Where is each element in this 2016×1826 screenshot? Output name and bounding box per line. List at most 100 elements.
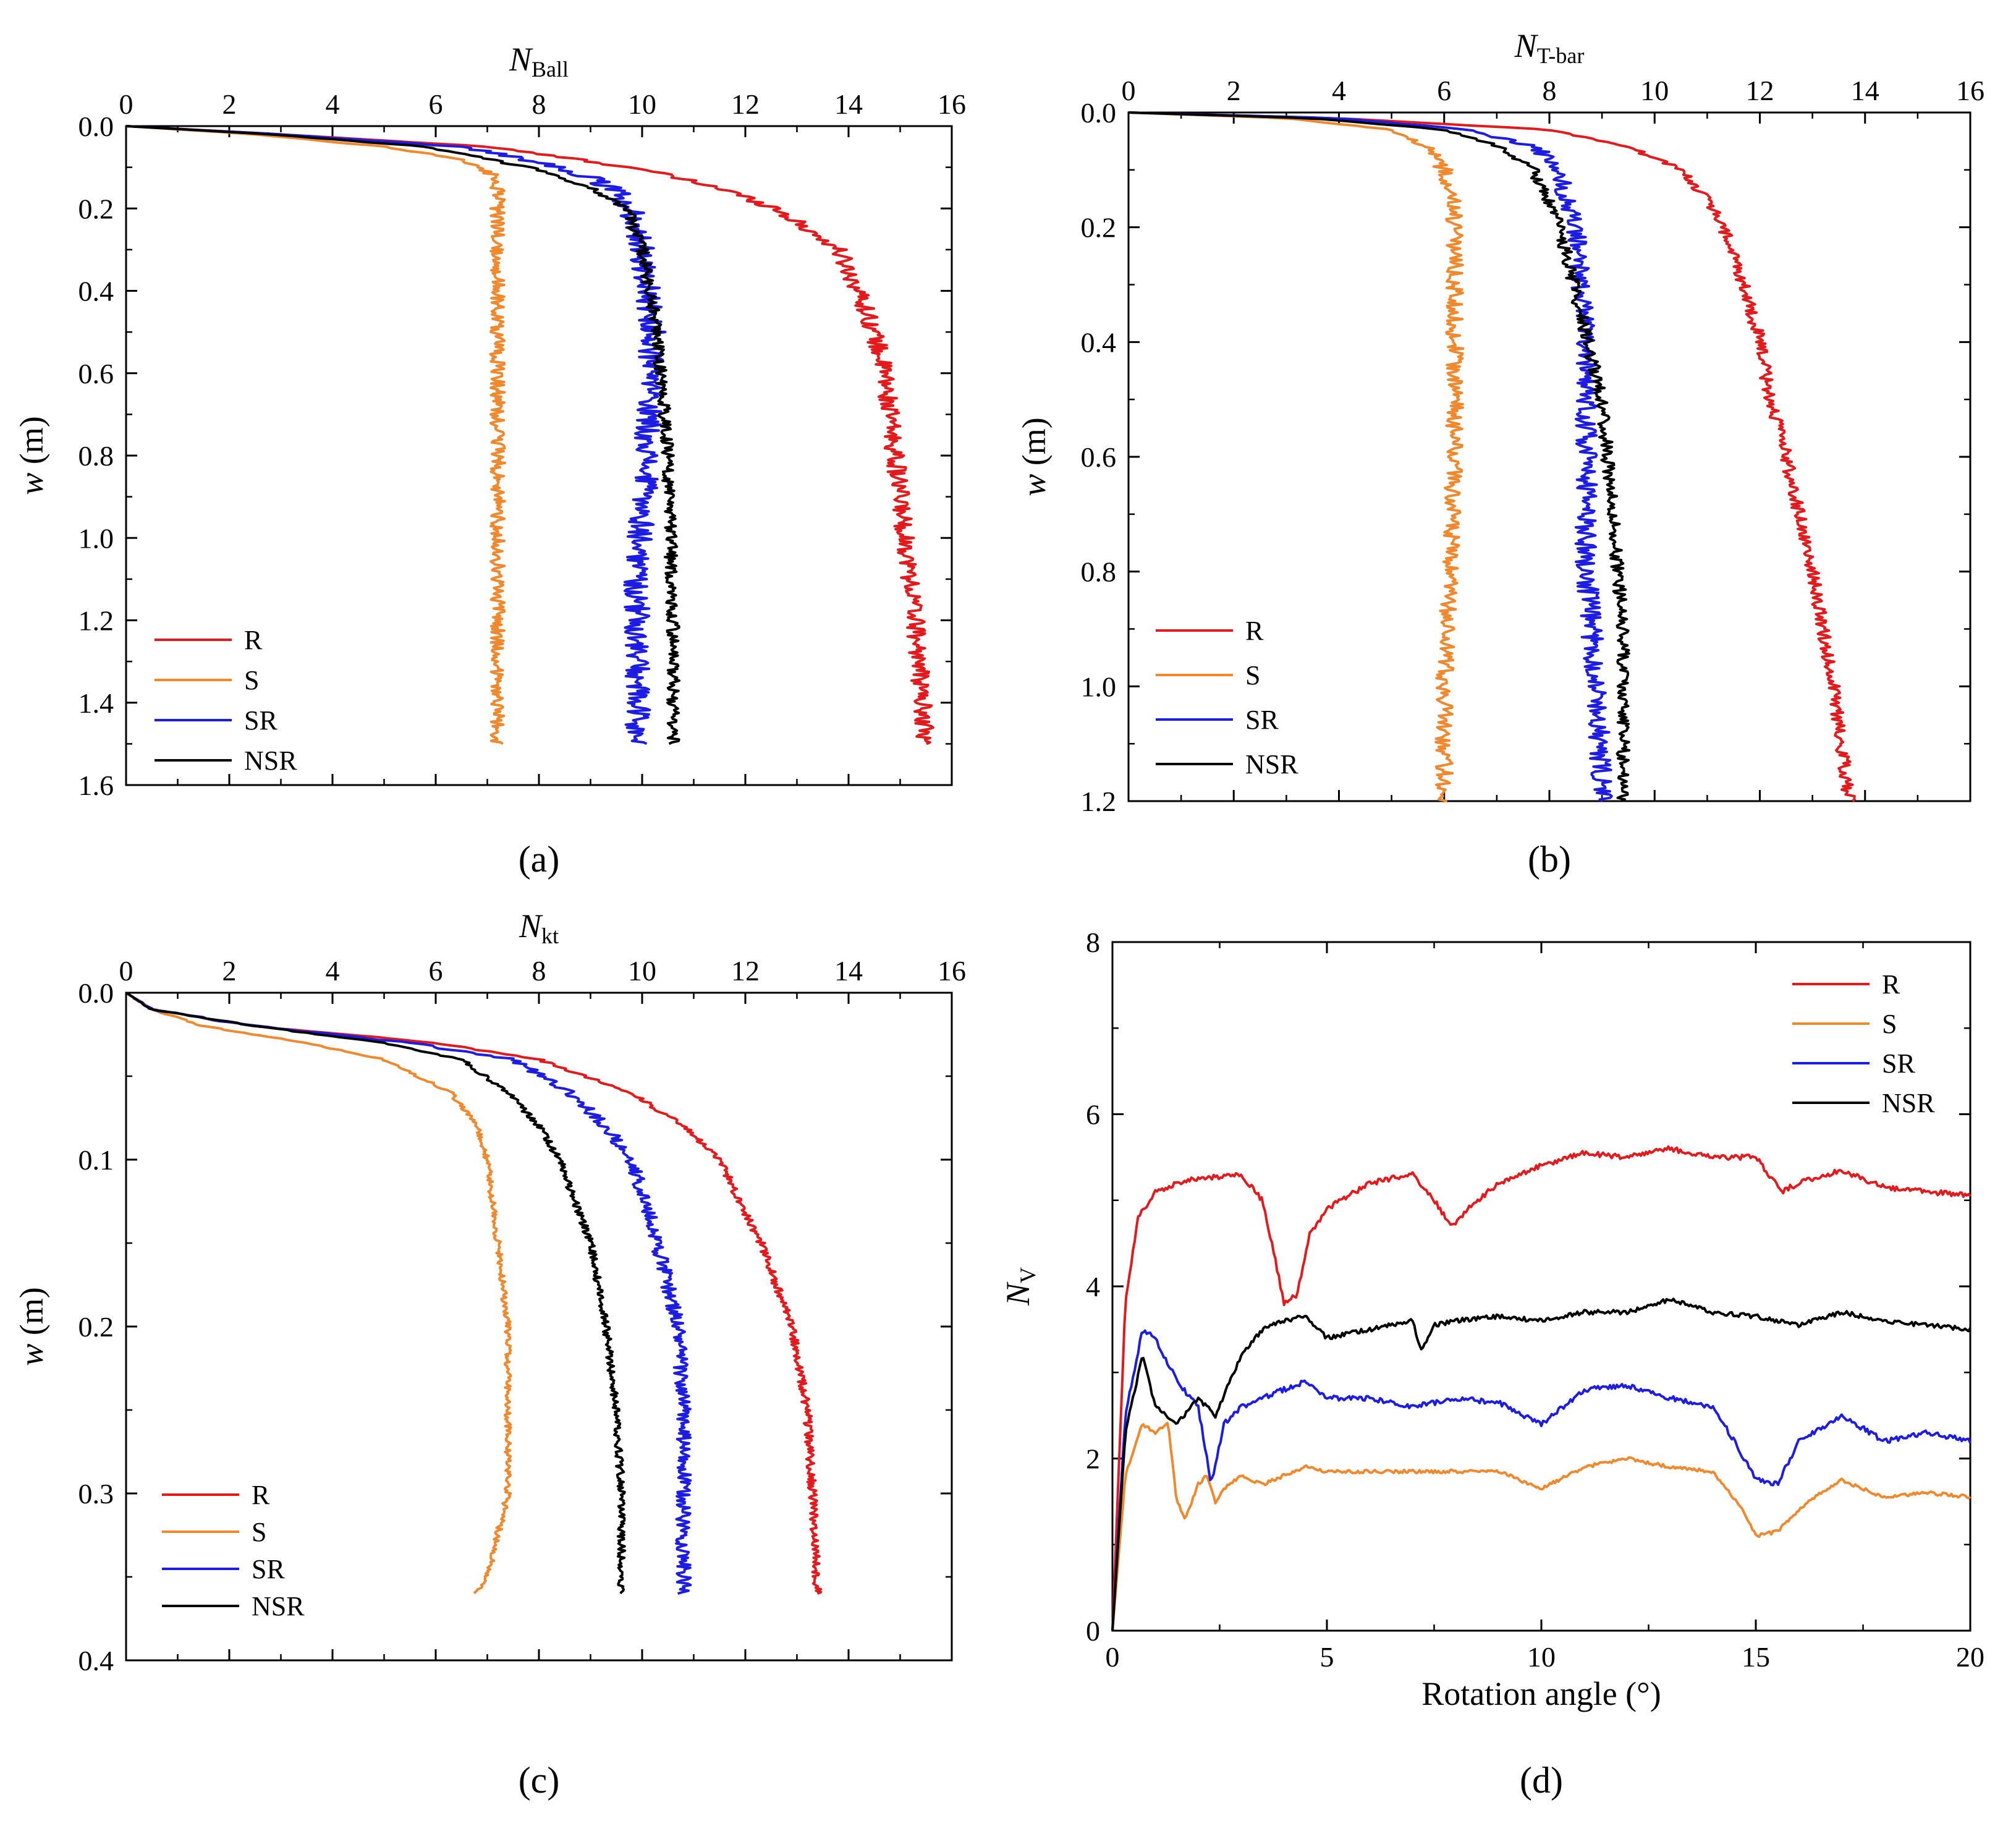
series-line-nsr [125, 125, 681, 745]
series-line-s [1128, 111, 1465, 802]
panel-label: (c) [519, 1760, 560, 1801]
series-line-s [1111, 1422, 1972, 1631]
legend-label-s: S [244, 665, 259, 695]
y-tick-label: 0.4 [1081, 326, 1117, 358]
x-axis-label: Rotation angle (°) [1421, 1675, 1661, 1712]
chart-b: 0 2 4 6 8 10 12 14 16 0.0 0.2 0.4 0.6 0.8 1.0 1.2 NT-bar… [1015, 27, 1984, 880]
x-tick-label: 20 [1956, 1641, 1984, 1673]
y-tick-label: 0.1 [78, 1144, 114, 1176]
y-tick-label: 1.0 [78, 522, 114, 554]
y-tick-label: 1.6 [78, 770, 114, 801]
x-tick-label: 0 [1122, 75, 1136, 106]
legend-label-r: R [1245, 616, 1264, 646]
x-tick-label: 14 [1851, 75, 1879, 106]
y-axis-label: NV [999, 1267, 1040, 1306]
series-line-s [125, 125, 506, 745]
legend-label-r: R [252, 1480, 270, 1510]
y-tick-label: 1.4 [78, 687, 114, 719]
plot-frame [1111, 941, 1972, 1632]
y-tick-label: 0.6 [1081, 441, 1117, 473]
y-tick-label: 0 [1086, 1615, 1100, 1647]
x-tick-label: 10 [1640, 75, 1669, 106]
legend-label-nsr: NSR [252, 1591, 305, 1621]
legend-label-nsr: NSR [1245, 749, 1298, 779]
y-tick-label: 8 [1086, 927, 1100, 958]
series-line-nsr [1128, 111, 1631, 802]
y-tick-label: 0.0 [78, 111, 114, 142]
legend-label-nsr: NSR [1882, 1088, 1935, 1118]
series-line-sr [125, 992, 692, 1595]
x-tick-label: 16 [938, 955, 966, 987]
y-tick-label: 1.0 [1081, 671, 1117, 702]
x-tick-label: 12 [731, 88, 760, 120]
x-tick-label: 5 [1320, 1641, 1334, 1673]
series-line-nsr [1111, 1297, 1972, 1631]
plot-frame [125, 992, 953, 1662]
x-tick-label: 0 [1106, 1641, 1120, 1673]
x-tick-label: 2 [1227, 75, 1241, 106]
y-tick-label: 1.2 [78, 605, 114, 637]
legend-label-r: R [244, 625, 263, 655]
x-tick-label: 12 [1746, 75, 1774, 106]
legend-label-r: R [1882, 969, 1900, 1000]
y-tick-label: 0.3 [78, 1478, 114, 1510]
x-tick-label: 15 [1742, 1641, 1770, 1673]
y-tick-label: 1.2 [1081, 786, 1117, 817]
x-tick-label: 0 [119, 955, 133, 987]
y-tick-label: 0.8 [1081, 556, 1117, 588]
series-line-nsr [125, 992, 627, 1595]
panel-label: (d) [1520, 1760, 1563, 1801]
x-tick-label: 8 [532, 955, 546, 987]
x-tick-label: 6 [429, 88, 443, 120]
series-line-s [125, 992, 512, 1595]
x-tick-label: 2 [222, 88, 237, 120]
x-tick-label: 16 [938, 88, 966, 120]
y-tick-label: 0.2 [78, 1311, 114, 1343]
x-tick-label: 8 [1543, 75, 1557, 106]
y-tick-label: 0.4 [78, 276, 114, 307]
x-tick-label: 14 [834, 88, 863, 120]
x-axis-label: NBall [509, 41, 569, 82]
x-tick-label: 4 [1332, 75, 1346, 106]
y-tick-label: 6 [1086, 1099, 1100, 1131]
chart-d: 0 5 10 15 20 0 2 4 6 8 Rotation angle (°) NV RS SR NSR… [999, 927, 1984, 1801]
series-line-sr [1128, 111, 1613, 802]
y-axis-label: w (m) [13, 1287, 50, 1366]
x-tick-label: 6 [429, 955, 443, 987]
legend-label-s: S [1245, 660, 1260, 690]
y-tick-label: 2 [1086, 1443, 1100, 1475]
x-tick-label: 10 [628, 88, 656, 120]
y-tick-label: 0.8 [78, 440, 114, 472]
panel-label: (b) [1528, 839, 1571, 880]
x-tick-label: 14 [834, 955, 863, 987]
x-tick-label: 10 [1527, 1641, 1556, 1673]
y-tick-label: 0.2 [78, 193, 114, 224]
y-tick-label: 4 [1086, 1271, 1100, 1302]
y-axis-label: w (m) [1015, 417, 1052, 496]
series-line-r [125, 125, 934, 745]
x-tick-label: 2 [222, 955, 237, 987]
legend-label-sr: SR [1245, 705, 1279, 735]
legend-label-sr: SR [1882, 1048, 1915, 1079]
x-tick-label: 12 [731, 955, 760, 987]
chart-a: 0 2 4 6 8 10 12 14 16 0.0 0.2 0.4 0.6 0.8 1.0 1.2 1.4 1.6… [13, 41, 966, 880]
series-line-sr [1111, 1329, 1972, 1631]
y-tick-label: 0.6 [78, 358, 114, 389]
x-tick-label: 8 [532, 88, 546, 120]
x-tick-label: 10 [628, 955, 656, 987]
x-tick-label: 0 [119, 88, 133, 120]
panel-label: (a) [519, 839, 560, 880]
y-axis-label: w (m) [13, 416, 50, 495]
legend-label-sr: SR [244, 705, 277, 736]
legend-label-s: S [1882, 1009, 1897, 1039]
x-tick-label: 4 [326, 955, 340, 987]
x-tick-label: 16 [1956, 75, 1984, 106]
y-tick-label: 0.0 [78, 977, 114, 1009]
y-tick-label: 0.4 [78, 1645, 114, 1676]
series-line-r [125, 992, 823, 1595]
chart-c: 0 2 4 6 8 10 12 14 16 0.0 0.1 0.2 0.3 0.4 Nkt w (m) RS SR… [13, 907, 966, 1801]
x-axis-label: Nkt [519, 907, 559, 948]
legend-label-sr: SR [252, 1554, 285, 1584]
y-tick-label: 0.0 [1081, 97, 1117, 129]
